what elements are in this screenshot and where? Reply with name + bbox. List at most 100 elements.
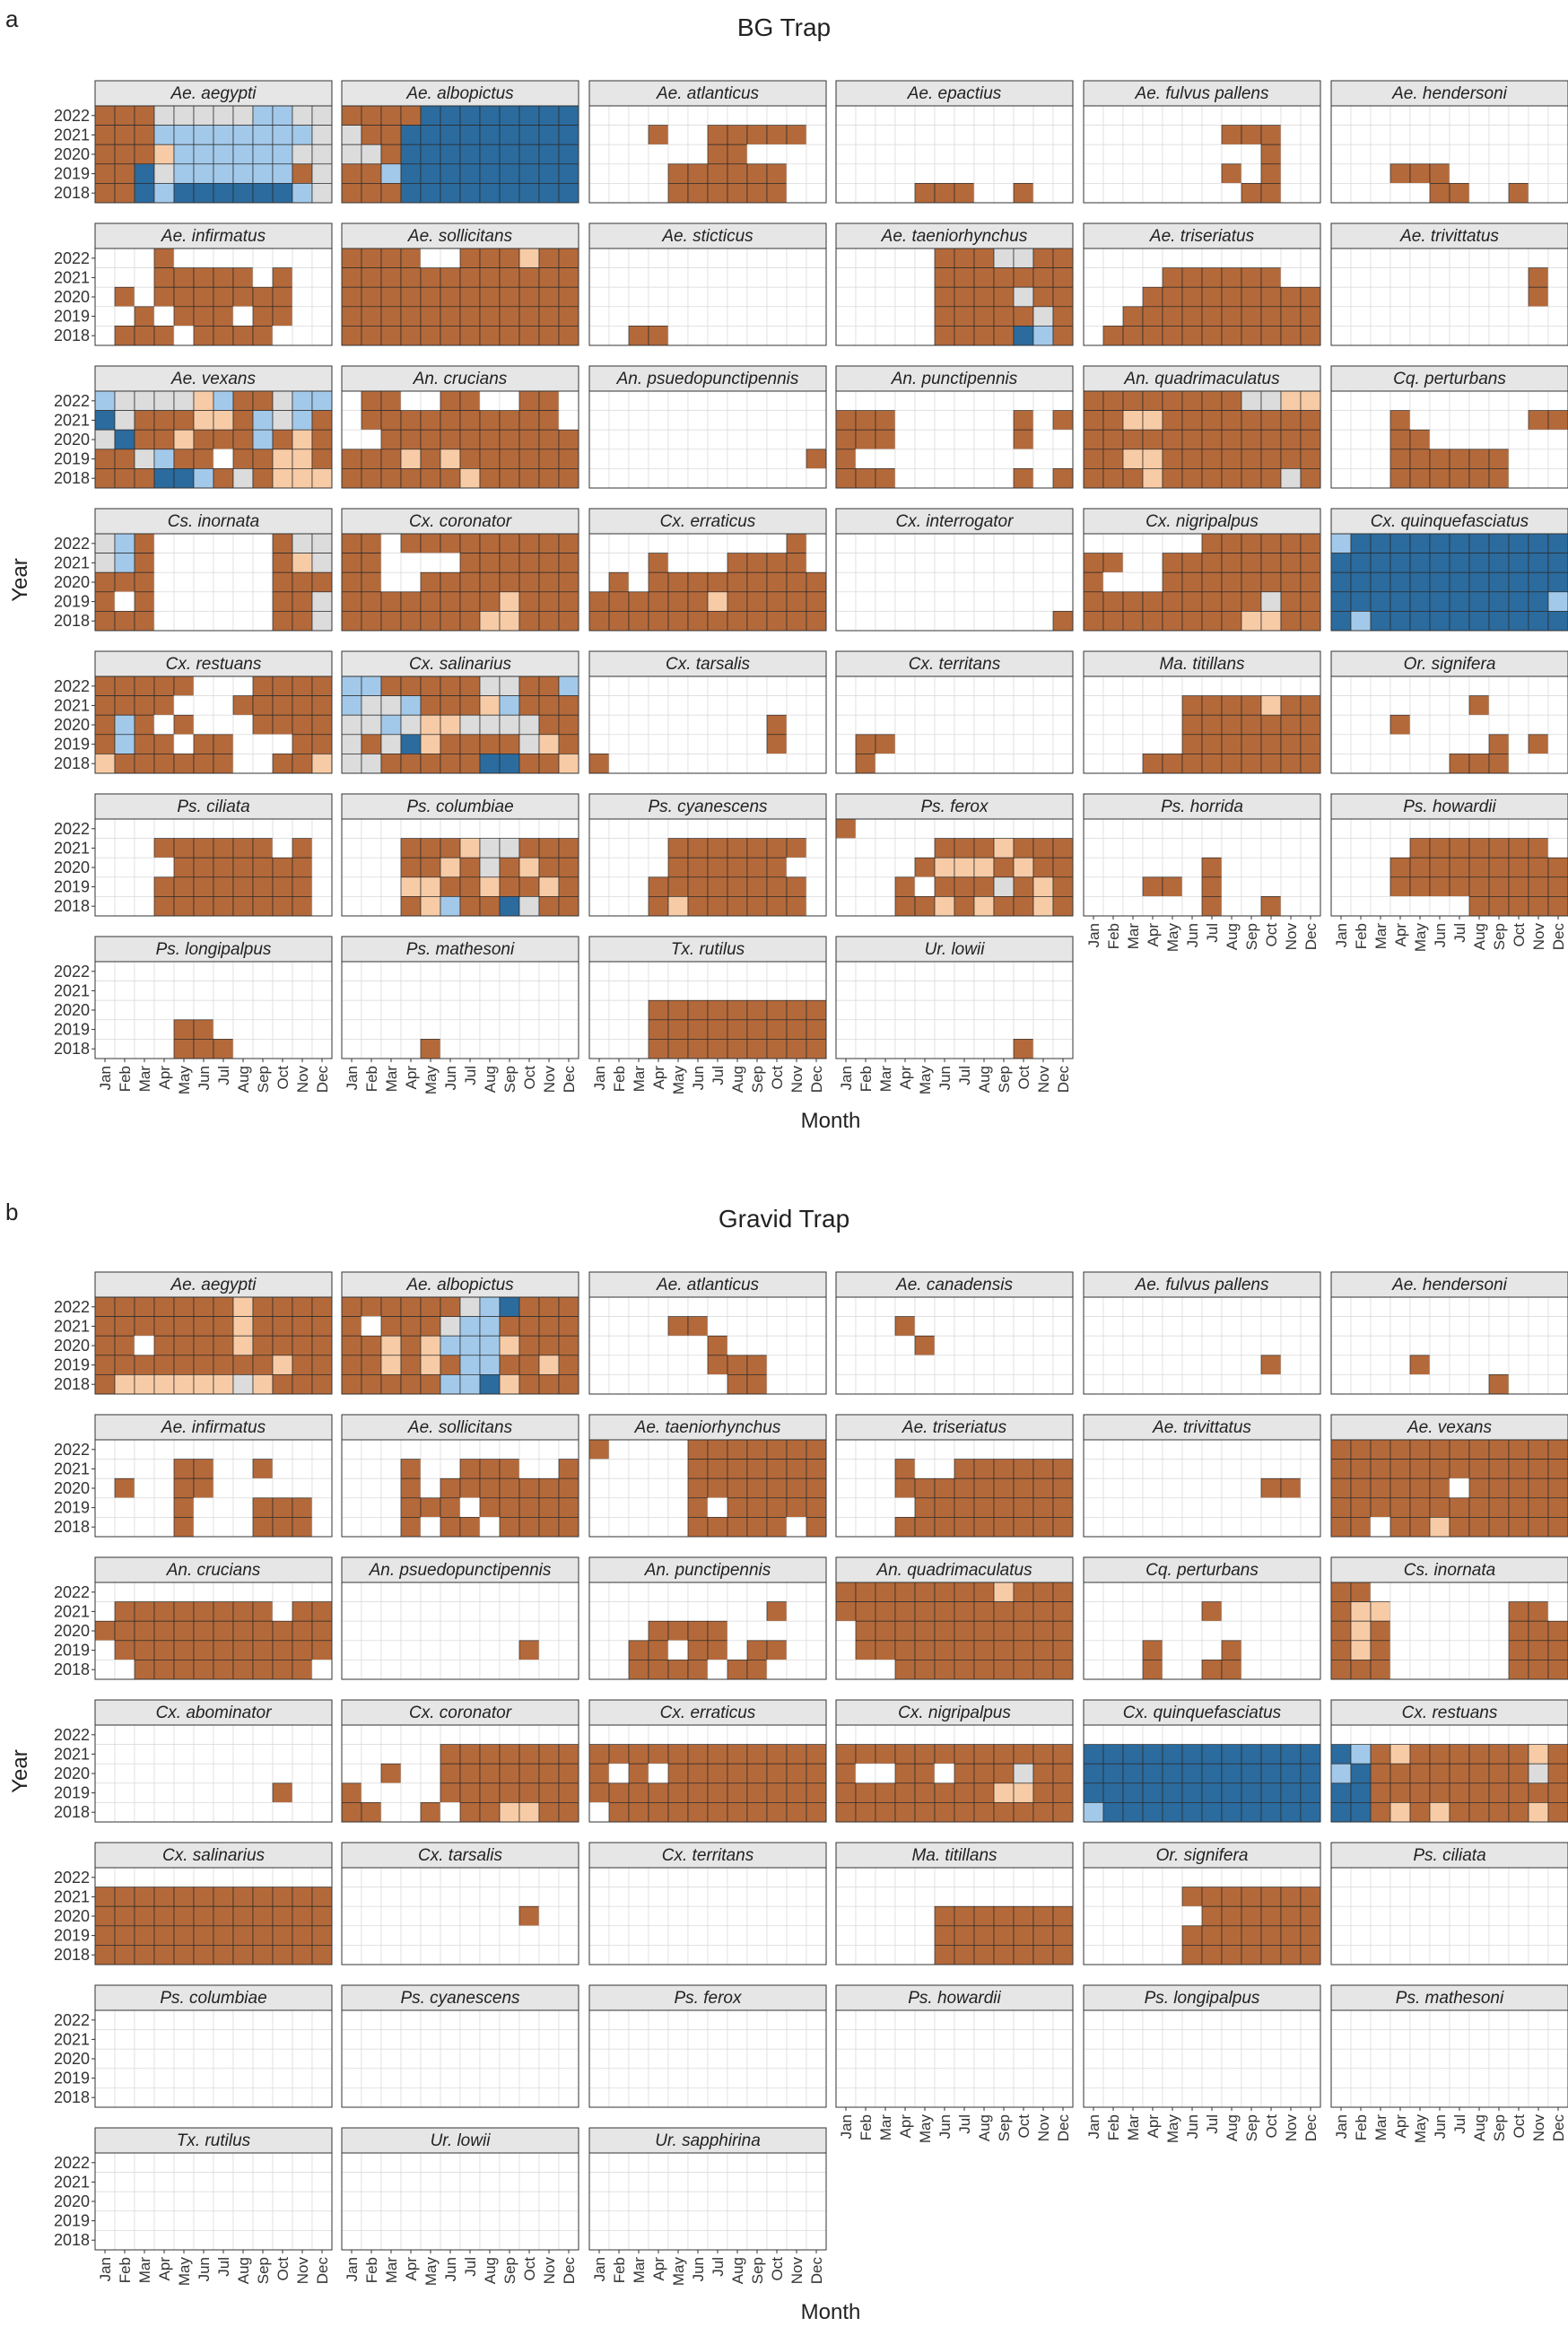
heat-cell <box>538 2068 560 2088</box>
heat-cell <box>1508 1802 1529 1823</box>
heat-cell <box>1449 306 1470 327</box>
heat-cell <box>835 163 857 184</box>
heat-cell <box>806 1925 827 1946</box>
heat-cell <box>361 1905 382 1927</box>
heat-cell <box>479 1477 501 1499</box>
facet-ae-atlanticus: Ae. atlanticus <box>588 80 827 204</box>
heat-cell <box>1241 326 1262 346</box>
heat-cell <box>1389 1296 1411 1317</box>
heat-cell <box>608 1660 630 1680</box>
heat-cell <box>153 1724 175 1745</box>
heat-cell <box>252 754 274 774</box>
facet-strip <box>94 1842 333 1869</box>
panel-border <box>341 1867 579 1965</box>
heat-cell <box>193 838 214 858</box>
heat-cell <box>667 410 689 431</box>
heat-cell <box>272 1802 293 1823</box>
heat-cell <box>1449 429 1470 450</box>
heat-cell <box>420 591 441 612</box>
heat-cell <box>1032 714 1054 736</box>
heat-cell <box>1429 1439 1450 1460</box>
heat-cell <box>608 1724 630 1745</box>
heat-cell <box>993 105 1015 126</box>
heat-cell <box>1052 591 1074 612</box>
heat-cell <box>1280 896 1302 917</box>
heat-cell <box>213 714 234 736</box>
x-tick-label: Apr <box>897 1066 914 1090</box>
heat-cell <box>400 2068 422 2088</box>
heat-cell <box>341 1620 362 1642</box>
heat-cell <box>272 1640 293 1660</box>
heat-cell <box>628 2009 649 2030</box>
heat-cell <box>993 1477 1015 1499</box>
heat-cell <box>558 1477 579 1499</box>
heat-cell <box>1221 1459 1242 1479</box>
heat-cell <box>914 980 936 1001</box>
heat-cell <box>1260 857 1282 878</box>
heat-cell <box>875 1744 896 1765</box>
heat-cell <box>855 105 876 126</box>
heat-cell <box>252 1925 274 1946</box>
heat-cell <box>1142 1945 1163 1965</box>
heat-cell <box>934 1019 955 1040</box>
heat-cell <box>954 1620 975 1642</box>
heat-cell <box>806 571 827 593</box>
heat-cell <box>479 1887 501 1907</box>
panel-border <box>1330 533 1568 632</box>
heat-cell <box>1370 591 1391 612</box>
heat-cell <box>341 105 362 126</box>
heat-cell <box>134 267 155 288</box>
heat-cell <box>1241 449 1262 469</box>
heat-cell <box>213 818 234 839</box>
heat-cell <box>1547 1867 1568 1887</box>
heat-cell <box>292 144 313 165</box>
heat-cell <box>707 248 728 268</box>
facet-an-psuedopunctipennis: An. psuedopunctipennis <box>588 365 827 489</box>
heat-cell <box>1528 449 1549 469</box>
heat-cell <box>400 591 422 612</box>
heat-cell <box>1083 1660 1104 1680</box>
heat-cell <box>440 1459 461 1479</box>
heat-cell <box>1181 571 1203 593</box>
heat-cell <box>934 1355 955 1375</box>
heat-cell <box>1468 1477 1490 1499</box>
heat-cell <box>479 857 501 878</box>
heat-cell <box>213 961 234 981</box>
heat-cell <box>420 818 441 839</box>
heat-cell <box>648 553 669 573</box>
heat-cell <box>766 2068 788 2088</box>
heat-cell <box>400 876 422 897</box>
heat-cell <box>213 553 234 573</box>
heat-cell <box>608 2068 630 2088</box>
heat-cell <box>1102 1925 1124 1946</box>
heat-cell <box>518 326 540 346</box>
heat-cell <box>459 449 481 469</box>
heat-cell <box>746 961 768 981</box>
heat-cell <box>459 553 481 573</box>
heat-cell <box>1409 734 1431 754</box>
heat-cell <box>440 571 461 593</box>
heat-cell <box>1370 410 1391 431</box>
heat-cell <box>1013 1316 1034 1337</box>
heat-cell <box>1032 857 1054 878</box>
heat-cell <box>1330 714 1352 736</box>
heat-cell <box>94 980 116 1001</box>
heat-cell <box>875 1782 896 1803</box>
heat-cell <box>134 999 155 1021</box>
facet-title: Cx. erraticus <box>660 512 756 531</box>
heat-cell <box>786 105 807 126</box>
heat-cell <box>648 2068 669 2088</box>
heat-cell <box>1429 144 1450 165</box>
heat-cell <box>1142 286 1163 308</box>
heat-cell <box>1260 754 1282 774</box>
heat-cell <box>1162 1925 1183 1946</box>
heat-cell <box>855 896 876 917</box>
heat-cell <box>1429 553 1450 573</box>
heat-cell <box>1300 390 1321 411</box>
heat-cell <box>1221 390 1242 411</box>
x-tick-label: Mar <box>631 1066 648 1093</box>
heat-cell <box>459 1459 481 1479</box>
heat-cell <box>1389 1497 1411 1518</box>
facet-cx-quinquefasciatus: Cx. quinquefasciatus <box>1083 1699 1321 1823</box>
